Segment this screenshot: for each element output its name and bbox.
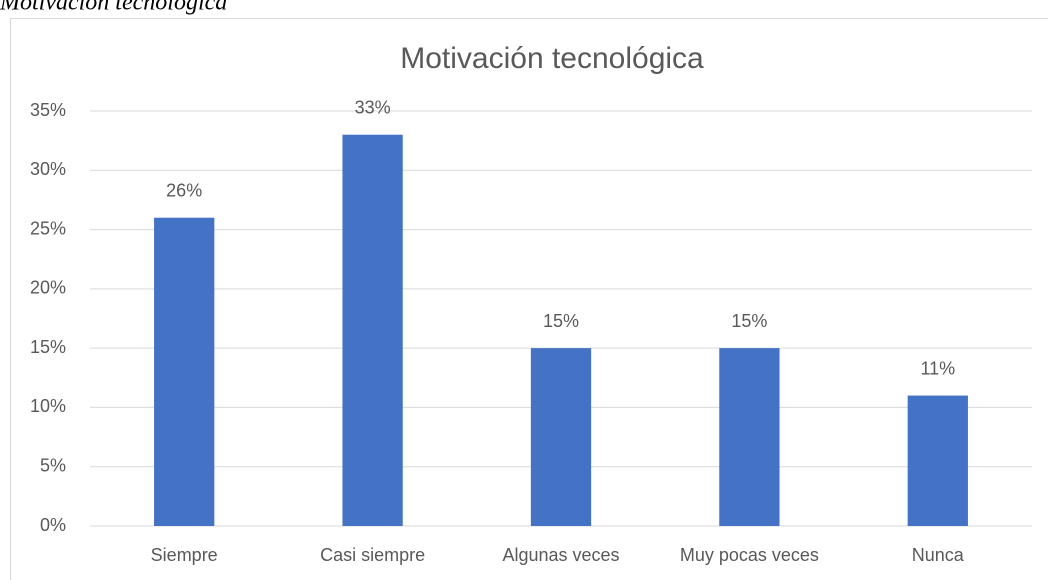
y-tick-label: 35%	[30, 100, 66, 120]
data-label: 33%	[355, 97, 391, 117]
data-label: 15%	[543, 311, 579, 331]
data-label: 15%	[731, 311, 767, 331]
y-tick-label: 20%	[30, 278, 66, 298]
x-tick-label: Siempre	[151, 545, 218, 565]
x-tick-label: Nunca	[912, 545, 965, 565]
x-tick-label: Casi siempre	[320, 545, 425, 565]
bar	[530, 348, 592, 526]
y-tick-label: 25%	[30, 218, 66, 238]
y-tick-label: 30%	[30, 159, 66, 179]
caption: Motivación tecnológica	[0, 0, 227, 16]
data-label: 26%	[166, 180, 202, 200]
y-tick-label: 5%	[40, 455, 66, 475]
bar	[907, 395, 968, 526]
y-tick-label: 0%	[40, 515, 66, 535]
data-label: 11%	[920, 358, 955, 378]
bar	[342, 134, 403, 526]
x-tick-label: Muy pocas veces	[680, 545, 819, 565]
bar	[719, 348, 780, 526]
bar	[154, 217, 215, 526]
x-tick-label: Algunas veces	[502, 545, 619, 565]
chart-title: Motivación tecnológica	[400, 42, 704, 75]
y-tick-label: 10%	[30, 396, 66, 416]
y-tick-label: 15%	[30, 337, 66, 357]
